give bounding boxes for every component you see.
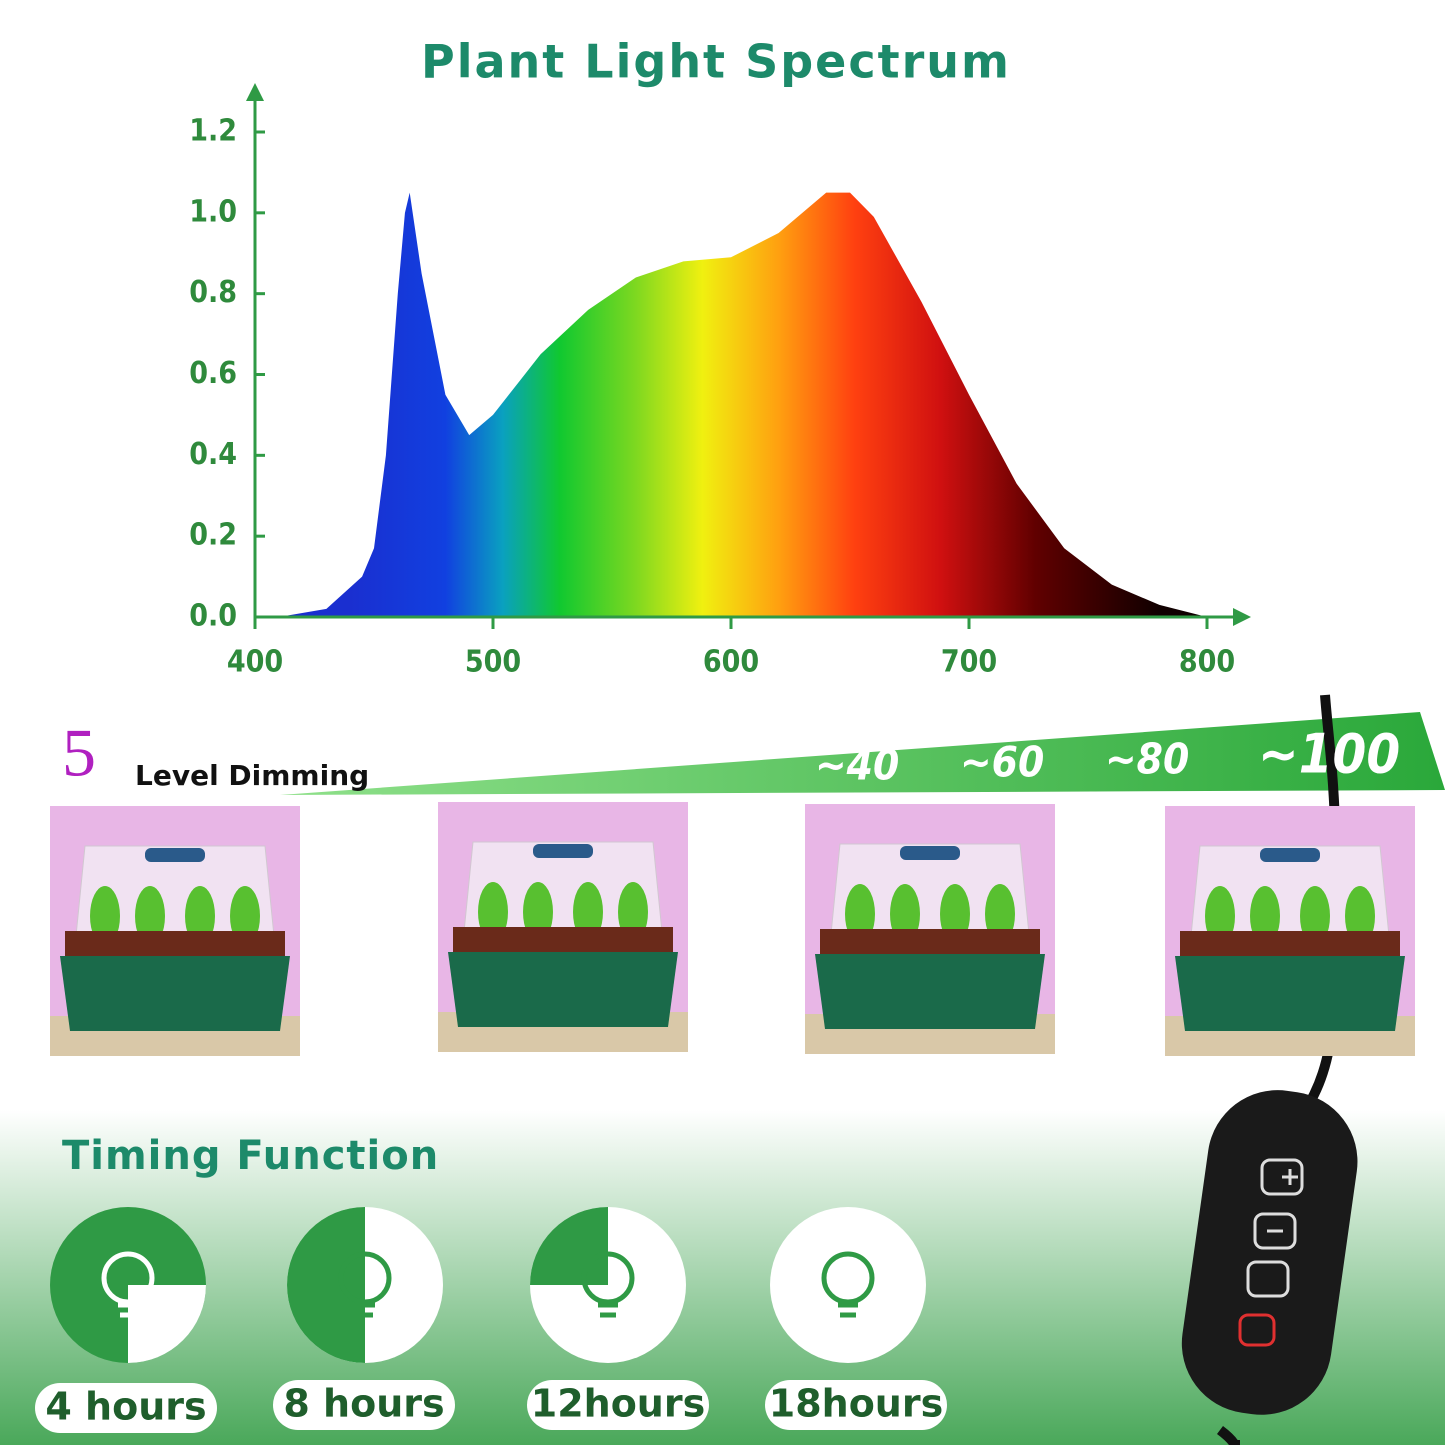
spectrum-area [278,192,1207,617]
tray-photo [1165,806,1415,1056]
controller [1181,1090,1358,1445]
dimming-banner [280,712,1445,795]
timer-label: 8 hours [283,1382,444,1426]
x-tick-label: 600 [703,645,759,680]
y-tick-label: 0.4 [189,437,237,472]
timing-title: Timing Function [62,1133,439,1179]
x-tick-label: 700 [941,645,997,680]
timer-label: 12hours [531,1382,705,1426]
y-tick-label: 1.0 [189,194,237,229]
timer-pills [35,1380,947,1433]
y-tick-label: 1.2 [189,114,237,149]
tray-photo [805,804,1055,1054]
x-tick-label: 800 [1179,645,1235,680]
timer-label: 18hours [769,1382,943,1426]
dimming-count: 5 [62,715,96,791]
y-tick-label: 0.6 [189,356,237,391]
y-tick-label: 0.0 [189,599,237,634]
dimming-level: ~100 [1258,723,1400,786]
dimming-level: ~40 [815,741,899,790]
x-tick-label: 500 [465,645,521,680]
timer-label: 4 hours [45,1385,206,1429]
tray-photo [438,802,688,1052]
chart-title: Plant Light Spectrum [421,35,1011,89]
y-tick-label: 0.8 [189,275,237,310]
dimming-level: ~60 [960,738,1044,787]
y-tick-label: 0.2 [189,518,237,553]
spectrum-chart: 0.0 0.2 0.4 0.6 0.8 1.0 1.2 400 500 600 700 800 [189,83,1251,680]
dimming-title: Level Dimming [135,759,369,792]
dimming-level: ~80 [1105,735,1189,784]
tray-photo [50,806,300,1056]
timer-icons [50,1207,926,1363]
x-tick-label: 400 [227,645,283,680]
